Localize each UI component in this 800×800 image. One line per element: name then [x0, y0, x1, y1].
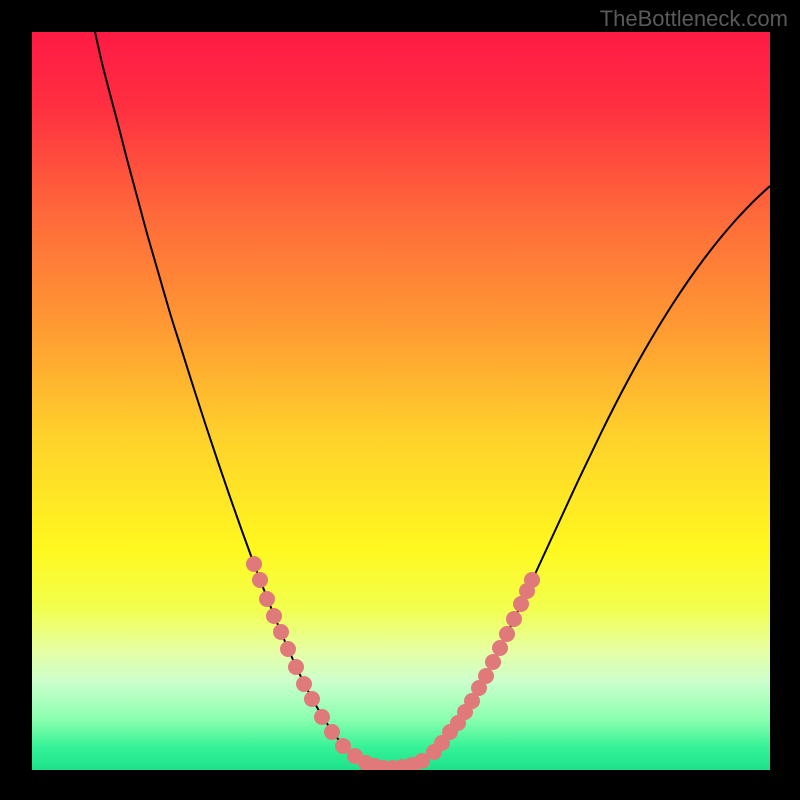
marker-dot [266, 608, 282, 624]
marker-dot [314, 709, 330, 725]
marker-dot [280, 641, 296, 657]
marker-dot [259, 591, 275, 607]
marker-dot [304, 691, 320, 707]
marker-dot [324, 724, 340, 740]
marker-dot [252, 572, 268, 588]
chart-svg [32, 32, 770, 770]
marker-dot [492, 640, 508, 656]
marker-dot [506, 611, 522, 627]
marker-dot [288, 659, 304, 675]
markers-group [246, 556, 540, 770]
marker-dot [478, 668, 494, 684]
watermark-text: TheBottleneck.com [600, 6, 788, 32]
bottleneck-curve [95, 32, 770, 768]
marker-dot [524, 572, 540, 588]
plot-area [32, 32, 770, 770]
marker-dot [499, 626, 515, 642]
marker-dot [273, 624, 289, 640]
marker-dot [296, 676, 312, 692]
marker-dot [246, 556, 262, 572]
marker-dot [485, 654, 501, 670]
